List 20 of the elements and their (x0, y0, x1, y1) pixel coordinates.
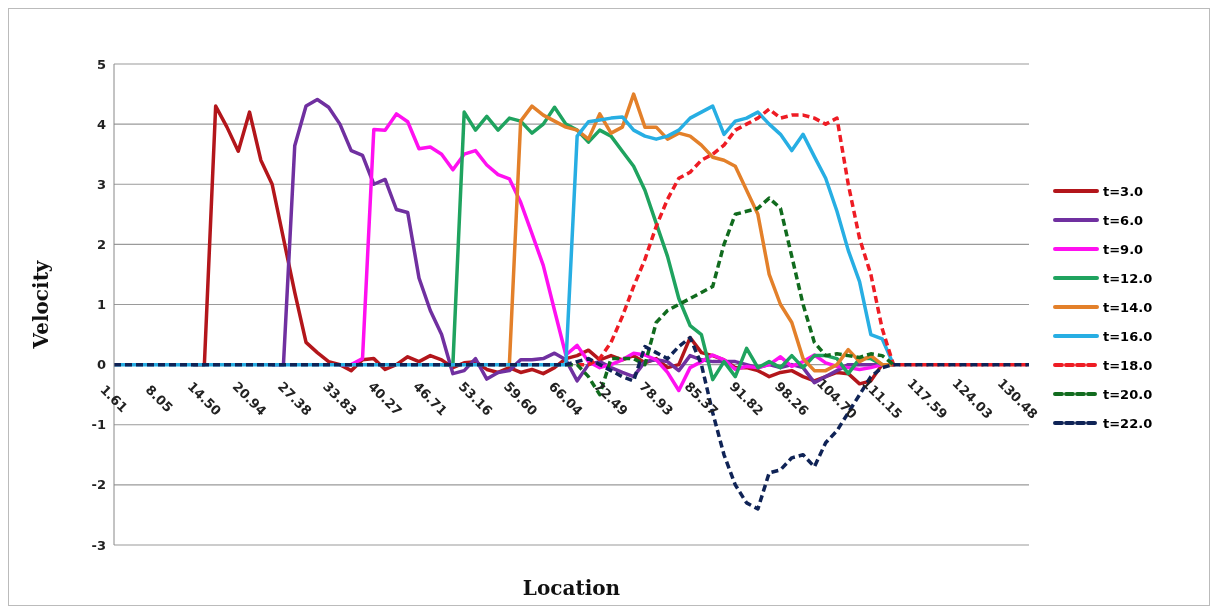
x-axis-title: Location (522, 576, 621, 600)
y-tick-label: 4 (96, 116, 106, 132)
legend-label: t=12.0 (1103, 270, 1153, 286)
y-tick-label: 1 (96, 297, 106, 313)
legend-label: t=9.0 (1103, 241, 1144, 257)
legend-label: t=6.0 (1103, 212, 1144, 228)
y-tick-label: 5 (96, 56, 106, 72)
y-axis-title: Velocity (29, 259, 54, 350)
legend-label: t=22.0 (1103, 415, 1153, 431)
legend-label: t=16.0 (1103, 328, 1153, 344)
legend-label: t=20.0 (1103, 386, 1153, 402)
legend-label: t=3.0 (1103, 183, 1144, 199)
y-tick-label: 0 (96, 357, 106, 373)
legend-label: t=18.0 (1103, 357, 1153, 373)
y-tick-label: 2 (96, 236, 106, 252)
y-tick-label: 3 (96, 176, 106, 192)
y-tick-label: -2 (91, 477, 106, 493)
legend-label: t=14.0 (1103, 299, 1153, 315)
y-tick-label: -1 (91, 417, 106, 433)
y-tick-label: -3 (91, 537, 106, 553)
